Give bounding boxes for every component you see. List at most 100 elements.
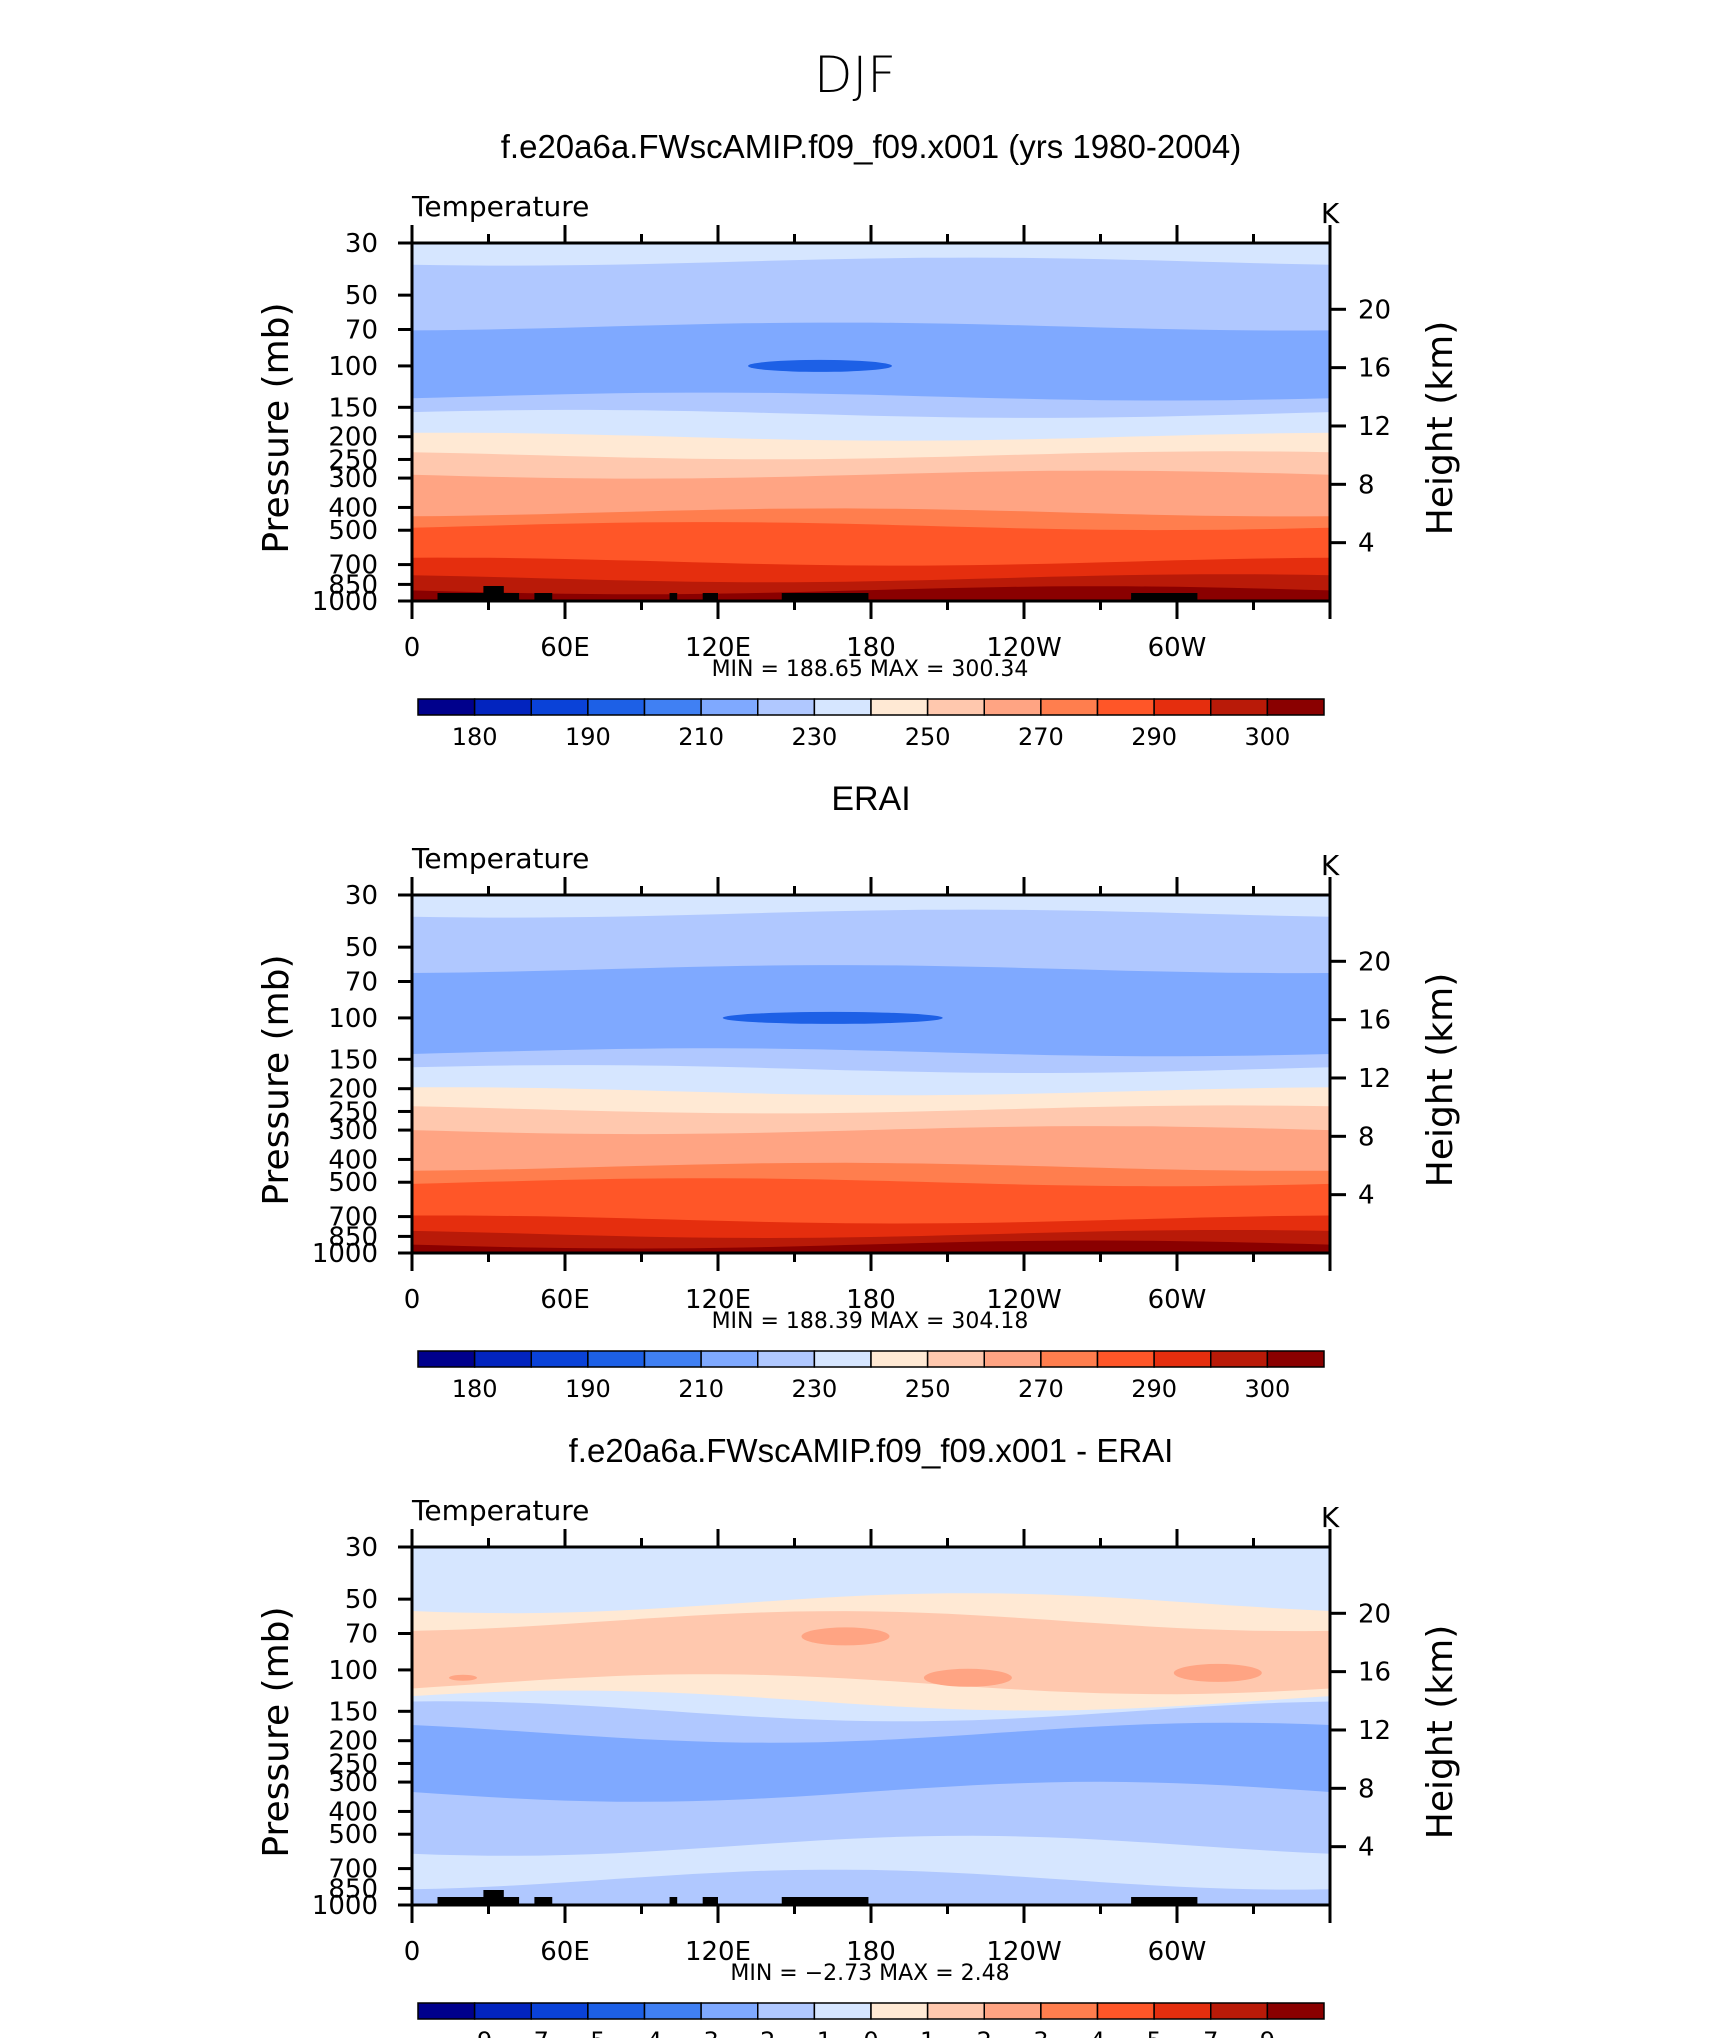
x-tick-label: 120W <box>986 1937 1061 1967</box>
minimum-contour <box>722 1011 943 1024</box>
x-tick-label: 180 <box>846 1937 896 1967</box>
colorbar-box <box>983 2002 1042 2020</box>
contour-band <box>412 1196 1330 1225</box>
colorbar-box <box>417 698 476 716</box>
contour-band <box>412 1611 1330 1696</box>
x-tick-label: 60W <box>1148 1285 1207 1315</box>
colorbar-label: 190 <box>565 723 611 751</box>
y-tick-label: 100 <box>328 1004 378 1034</box>
colorbar-box <box>1040 1350 1099 1368</box>
colorbar-box <box>473 2002 532 2020</box>
colorbar-box <box>813 2002 872 2020</box>
variable-name: Temperature <box>411 1494 589 1527</box>
variable-name: Temperature <box>411 842 589 875</box>
colorbar-label: −9 <box>457 2027 492 2038</box>
contour-band <box>412 1701 1330 1744</box>
colorbar-box <box>417 2002 476 2020</box>
contour-band <box>412 508 1330 532</box>
contour-band <box>412 586 1330 601</box>
y-tick-label: 50 <box>345 1585 378 1615</box>
x-tick-label: 60E <box>540 1285 590 1315</box>
x-tick-label: 120W <box>986 1285 1061 1315</box>
colorbar-box <box>757 698 816 716</box>
contour-band <box>412 257 1330 332</box>
x-tick-label: 120E <box>685 1285 751 1315</box>
colorbar-box <box>530 2002 589 2020</box>
contour-band <box>412 451 1330 480</box>
y-axis-label: Pressure (mb) <box>256 302 297 553</box>
colorbar-label: −5 <box>570 2027 605 2038</box>
y-tick-label: 700 <box>328 1203 378 1233</box>
y-tick-label: 850 <box>328 1874 378 1904</box>
y-tick-label: 50 <box>345 933 378 963</box>
height-tick-label: 12 <box>1358 412 1391 442</box>
colorbar-box <box>530 698 589 716</box>
height-tick-label: 8 <box>1358 1774 1375 1804</box>
colorbar-label: 4 <box>1090 2027 1105 2038</box>
height-tick-label: 8 <box>1358 1122 1375 1152</box>
colorbar-box <box>870 2002 929 2020</box>
contour-band <box>412 539 1330 567</box>
height-tick-label: 4 <box>1358 1833 1375 1863</box>
y-tick-label: 500 <box>328 516 378 546</box>
colorbar-label: 250 <box>905 1375 951 1403</box>
contour-field <box>412 1547 1330 1905</box>
colorbar-label: 9 <box>1260 2027 1275 2038</box>
positive-anomaly-contour <box>1173 1663 1262 1682</box>
min-max-stats: MIN = −2.73 MAX = 2.48 <box>730 1961 1009 1986</box>
x-tick-label: 60E <box>540 1937 590 1967</box>
y-tick-label: 30 <box>345 1533 378 1563</box>
x-tick-label: 120E <box>685 1937 751 1967</box>
colorbar-label: 190 <box>565 1375 611 1403</box>
contour-field <box>412 243 1330 601</box>
colorbar-box <box>700 698 759 716</box>
colorbar-box <box>643 2002 702 2020</box>
topography-mask <box>534 593 553 601</box>
height-tick-label: 12 <box>1358 1716 1391 1746</box>
colorbar-box <box>1096 698 1155 716</box>
topography-mask <box>669 1897 678 1905</box>
height-tick-label: 20 <box>1358 295 1391 325</box>
y-tick-label: 150 <box>328 1045 378 1075</box>
topography-mask <box>702 593 718 601</box>
colorbar-box <box>926 2002 985 2020</box>
x-tick-label: 0 <box>404 1285 421 1315</box>
contour-band <box>412 895 1330 919</box>
units-label: K <box>1321 197 1340 230</box>
x-tick-label: 120E <box>685 633 751 663</box>
colorbar-box <box>643 1350 702 1368</box>
units-label: K <box>1321 849 1340 882</box>
colorbar-label: 300 <box>1244 723 1290 751</box>
contour-band <box>412 1781 1330 1857</box>
contour-band <box>412 409 1330 442</box>
colorbar-box <box>1266 2002 1325 2020</box>
contour-band <box>412 1144 1330 1172</box>
colorbar-box <box>1266 1350 1325 1368</box>
y-tick-label: 850 <box>328 1222 378 1252</box>
y-tick-label: 700 <box>328 551 378 581</box>
x-tick-label: 180 <box>846 1285 896 1315</box>
contour-band <box>412 243 1330 267</box>
topography-mask <box>1131 1897 1198 1905</box>
colorbar-box <box>1210 698 1269 716</box>
y-tick-label: 1000 <box>312 1891 378 1921</box>
colorbar-box <box>926 1350 985 1368</box>
y-tick-label: 300 <box>328 1768 378 1798</box>
contour-band <box>412 392 1330 419</box>
y-tick-label: 400 <box>328 493 378 523</box>
positive-anomaly-contour <box>923 1668 1012 1687</box>
colorbar-label: −4 <box>627 2027 662 2038</box>
height-tick-label: 4 <box>1358 1181 1375 1211</box>
colorbar-label: 7 <box>1203 2027 1218 2038</box>
colorbar-box <box>1096 1350 1155 1368</box>
height-axis-label: Height (km) <box>1420 973 1461 1187</box>
variable-name: Temperature <box>411 190 589 223</box>
colorbar-label: 2 <box>977 2027 992 2038</box>
colorbar-box <box>1153 2002 1212 2020</box>
y-tick-label: 30 <box>345 881 378 911</box>
y-tick-label: 300 <box>328 464 378 494</box>
height-tick-label: 16 <box>1358 1658 1391 1688</box>
y-axis-label: Pressure (mb) <box>256 1606 297 1857</box>
contour-band <box>412 1869 1330 1905</box>
colorbar-box <box>473 1350 532 1368</box>
